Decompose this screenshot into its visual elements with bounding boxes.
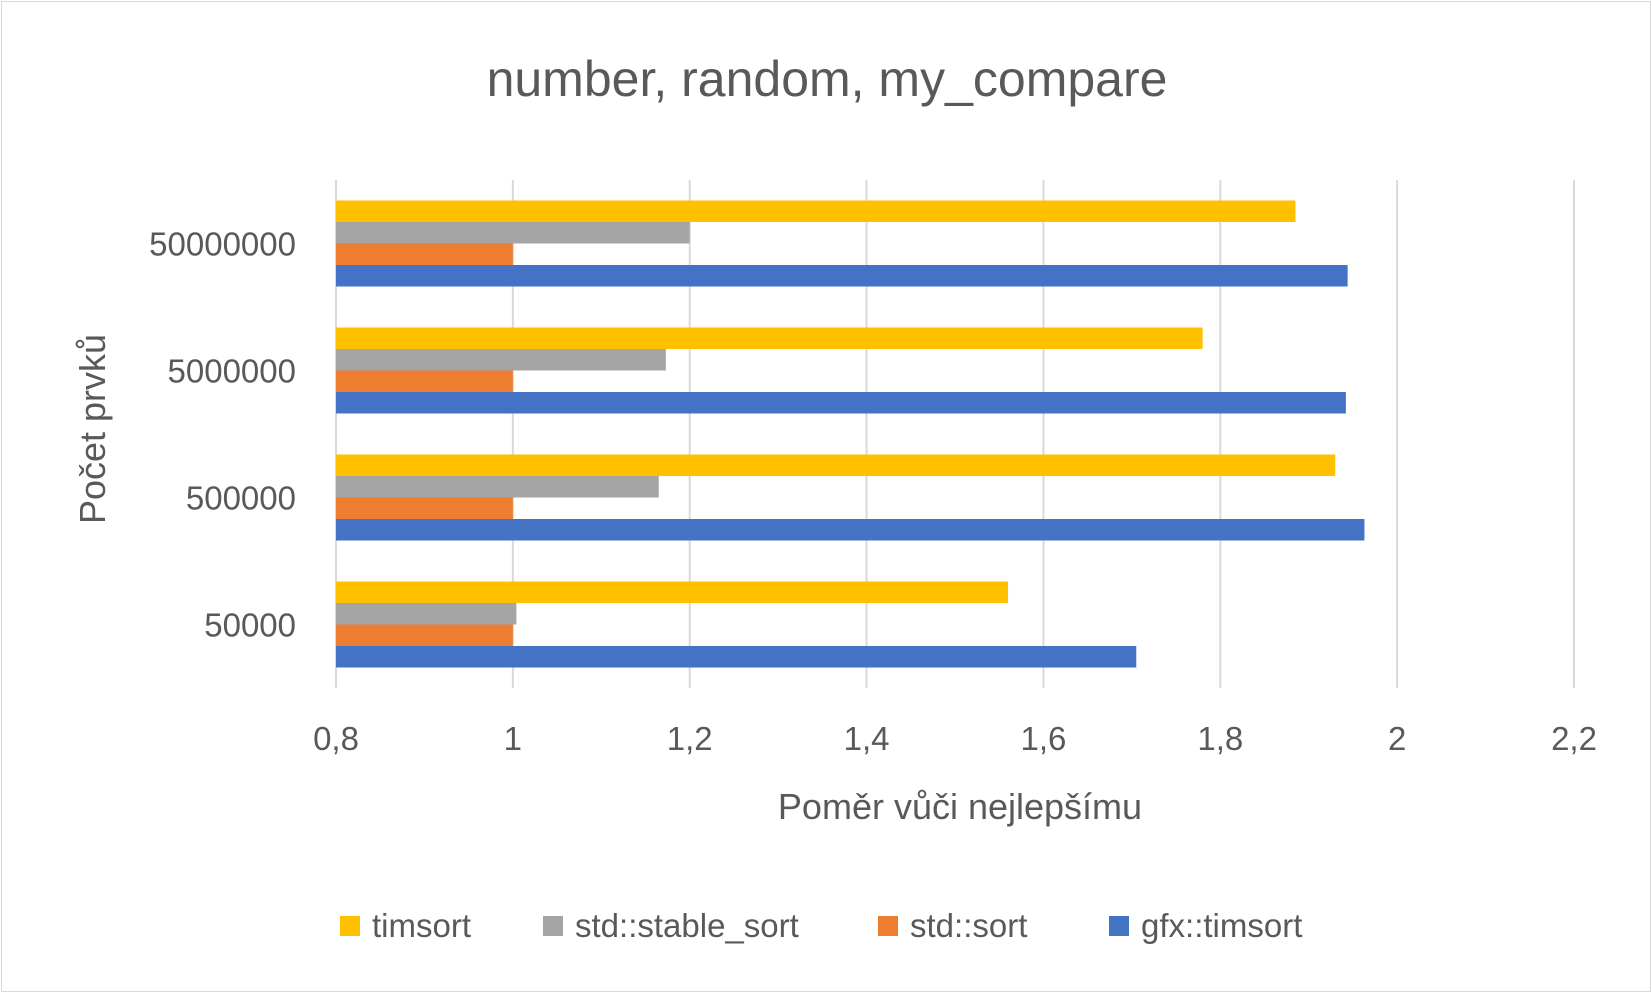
y-tick-label: 50000 [204, 607, 296, 644]
legend: timsort std::stable_sort std::sort gfx::tim… [340, 907, 1302, 944]
y-tick-label: 50000000 [149, 226, 296, 263]
legend-label: std::sort [910, 907, 1027, 944]
bar-timsort-5000000 [336, 327, 1203, 349]
x-tick-label: 1,4 [844, 720, 890, 757]
gridlines [335, 180, 1575, 688]
legend-swatch [878, 916, 898, 936]
bar-timsort-50000 [336, 581, 1009, 603]
legend-label: gfx::timsort [1141, 907, 1302, 944]
x-axis-title: Poměr vůči nejlepšímu [778, 786, 1142, 827]
bar-std-sort-5000000 [336, 370, 513, 392]
bars [336, 200, 1365, 668]
x-tick-label: 1 [504, 720, 522, 757]
legend-label: std::stable_sort [575, 907, 799, 944]
bar-std-sort-500000 [336, 497, 513, 519]
legend-swatch [1109, 916, 1129, 936]
bar-timsort-500000 [336, 454, 1336, 476]
y-axis-title: Počet prvků [72, 334, 113, 524]
y-axis-ticks: 50000 500000 5000000 50000000 [149, 226, 296, 644]
x-tick-label: 2,2 [1551, 720, 1597, 757]
legend-swatch [543, 916, 563, 936]
bar-gfx-timsort-50000000 [336, 265, 1348, 287]
x-tick-label: 1,8 [1197, 720, 1243, 757]
x-tick-label: 1,2 [667, 720, 713, 757]
legend-label: timsort [372, 907, 471, 944]
y-tick-label: 500000 [186, 480, 296, 517]
bar-std-stable-sort-50000000 [336, 222, 690, 244]
x-tick-label: 1,6 [1020, 720, 1066, 757]
bar-std-sort-50000 [336, 624, 513, 646]
chart-title: number, random, my_compare [487, 51, 1168, 107]
bar-gfx-timsort-50000 [336, 646, 1137, 668]
bar-timsort-50000000 [336, 200, 1296, 222]
bar-gfx-timsort-5000000 [336, 392, 1346, 414]
bar-std-stable-sort-5000000 [336, 349, 666, 371]
x-axis-ticks: 0,8 1 1,2 1,4 1,6 1,8 2 2,2 [313, 720, 1597, 757]
bar-std-stable-sort-50000 [336, 603, 517, 625]
y-tick-label: 5000000 [168, 353, 296, 390]
x-tick-label: 0,8 [313, 720, 359, 757]
bar-gfx-timsort-500000 [336, 519, 1365, 541]
bar-std-sort-50000000 [336, 243, 513, 265]
legend-swatch [340, 916, 360, 936]
x-tick-label: 2 [1388, 720, 1406, 757]
bar-std-stable-sort-500000 [336, 476, 659, 498]
